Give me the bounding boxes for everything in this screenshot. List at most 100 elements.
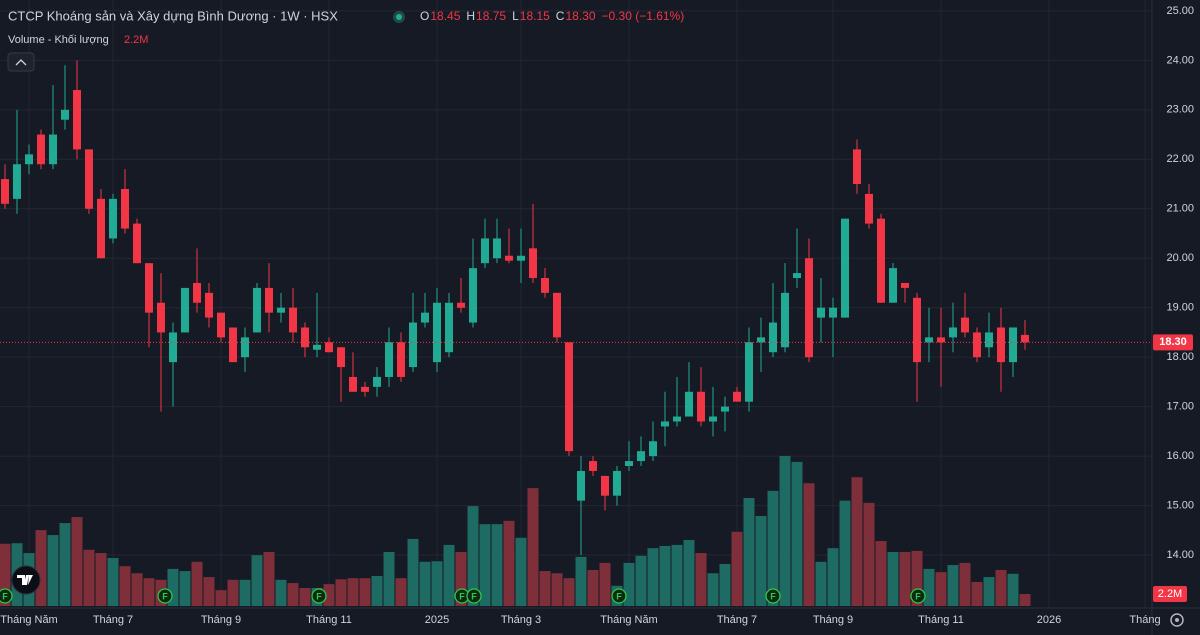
event-circle	[611, 588, 627, 604]
volume-bar	[803, 483, 815, 606]
candle-body	[577, 470, 585, 501]
candle-body	[397, 342, 405, 377]
x-tick-label: Tháng	[1129, 614, 1160, 626]
candle-body	[349, 376, 357, 392]
candle-body	[925, 337, 933, 343]
candle-body	[325, 342, 333, 353]
y-tick-label: 19.00	[1166, 302, 1194, 314]
ohlc-value: 18.15	[520, 9, 550, 23]
candle-body	[85, 149, 93, 209]
event-label: F	[471, 591, 477, 601]
candle-body	[997, 327, 1005, 363]
volume-bar	[935, 572, 947, 606]
y-tick-label: 20.00	[1166, 252, 1194, 264]
volume-bar	[83, 549, 95, 606]
volume-bar	[227, 579, 239, 606]
candle-body	[253, 287, 261, 333]
ohlc-value: 18.75	[476, 9, 506, 23]
candle-body	[289, 307, 297, 333]
ohlc-key: C	[556, 9, 565, 23]
volume-bar	[923, 568, 935, 606]
volume-bar	[911, 550, 923, 606]
event-circle	[0, 588, 13, 604]
candle-body	[217, 312, 225, 338]
candle-body	[589, 461, 597, 471]
y-tick-label: 18.00	[1166, 351, 1194, 363]
candle-body	[781, 292, 789, 348]
candle-body	[613, 470, 621, 496]
candle-body	[265, 287, 273, 313]
event-marker[interactable]: F	[157, 588, 173, 604]
volume-bar	[539, 571, 551, 606]
candle-body	[757, 337, 765, 343]
volume-bar	[575, 556, 587, 606]
settings-icon	[1175, 618, 1179, 622]
candle-body	[61, 109, 69, 120]
event-label: F	[915, 591, 921, 601]
event-marker[interactable]: F	[611, 588, 627, 604]
candle-body	[493, 238, 501, 259]
volume-bar	[59, 523, 71, 606]
volume-bar	[563, 578, 575, 606]
candle-body	[385, 342, 393, 377]
volume-bar	[947, 565, 959, 606]
event-marker[interactable]: F	[910, 588, 926, 604]
volume-bar	[899, 551, 911, 606]
candle-body	[841, 218, 849, 318]
candle-body	[445, 302, 453, 353]
candle-body	[73, 90, 81, 150]
candle-body	[337, 347, 345, 368]
candle-body	[913, 297, 921, 363]
event-marker[interactable]: F	[466, 588, 482, 604]
volume-bar	[827, 548, 839, 606]
candle-layer	[0, 60, 1152, 556]
event-label: F	[162, 591, 168, 601]
event-marker[interactable]: F	[765, 588, 781, 604]
candle-body	[865, 193, 873, 224]
volume-bar	[527, 488, 539, 606]
logo-mark	[17, 575, 33, 585]
candle-body	[937, 337, 945, 343]
volume-bar	[503, 520, 515, 606]
candle-body	[973, 332, 981, 358]
volume-bar	[287, 583, 299, 606]
y-tick-label: 17.00	[1166, 401, 1194, 413]
candle-body	[121, 188, 129, 229]
candle-body	[361, 386, 369, 392]
candle-body	[421, 312, 429, 323]
volume-bar	[191, 561, 203, 606]
volume-bar	[371, 575, 383, 606]
event-marker[interactable]: F	[311, 588, 327, 604]
candle-body	[685, 391, 693, 417]
candle-body	[637, 451, 645, 462]
chart-title: CTCP Khoáng sản và Xây dựng Bình Dương ·…	[8, 8, 338, 23]
volume-bar	[767, 490, 779, 606]
event-marker[interactable]: F	[0, 588, 13, 604]
candle-body	[769, 322, 777, 353]
volume-bar	[323, 584, 335, 606]
x-tick-label: Tháng 7	[717, 614, 757, 626]
volume-bar	[887, 551, 899, 606]
collapse-button[interactable]	[7, 52, 35, 72]
volume-legend-value: 2.2M	[124, 34, 148, 46]
candle-body	[889, 268, 897, 303]
x-tick-label: Tháng Năm	[600, 614, 657, 626]
volume-bar	[647, 548, 659, 606]
volume-bar	[1019, 593, 1031, 606]
x-tick-label: Tháng 9	[201, 614, 241, 626]
volume-bar	[443, 544, 455, 606]
collapse-icon	[15, 59, 27, 66]
volume-bar	[179, 571, 191, 606]
last-price-tag	[1153, 334, 1193, 351]
last-price-label: 18.30	[1159, 336, 1187, 348]
candle-body	[277, 307, 285, 313]
volume-bar	[695, 553, 707, 606]
volume-bar	[455, 551, 467, 606]
settings-button[interactable]	[1170, 613, 1184, 627]
volume-title: Volume - Khối lượng	[8, 34, 109, 46]
candle-body	[733, 391, 741, 402]
volume-bar	[263, 551, 275, 606]
volume-bar	[347, 578, 359, 606]
